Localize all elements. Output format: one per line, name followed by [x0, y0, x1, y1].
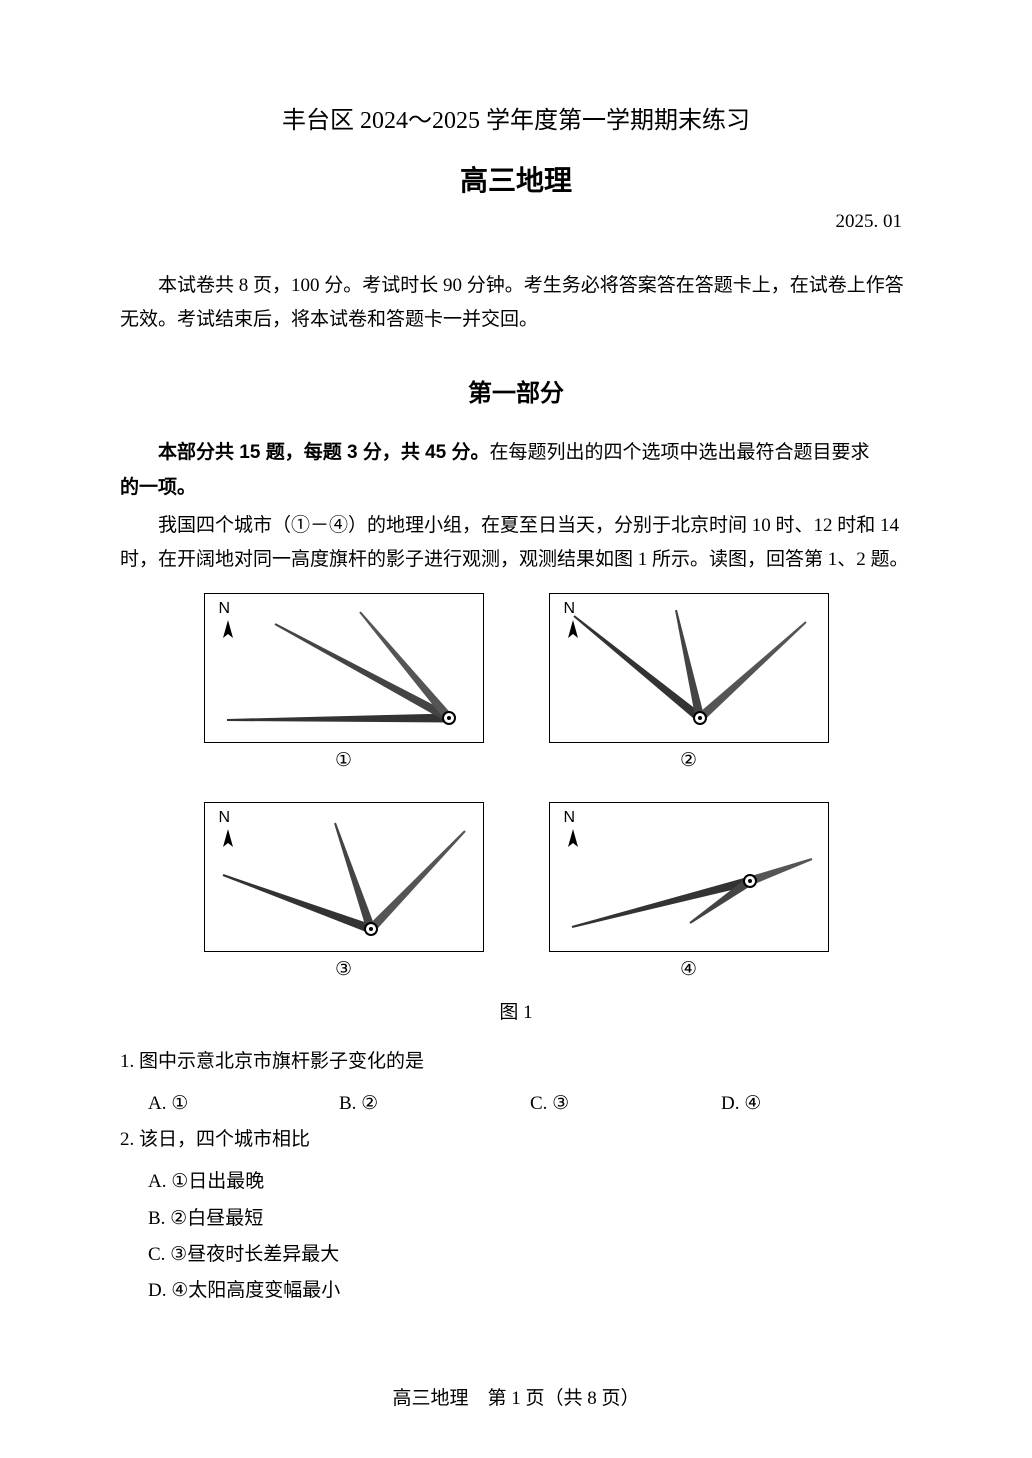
question: 2. 该日，四个城市相比 [120, 1122, 912, 1158]
section-header: 第一部分 [120, 373, 912, 408]
figure-caption: ④ [549, 958, 829, 981]
exam-intro: 本试卷共 8 页，100 分。考试时长 90 分钟。考生务必将答案答在答题卡上，… [120, 269, 912, 337]
figure-caption: ③ [204, 958, 484, 981]
exam-title: 丰台区 2024～2025 学年度第一学期期末练习 [120, 100, 912, 135]
options-row: A. ①B. ②C. ③D. ④ [120, 1086, 912, 1122]
option: D. ④ [721, 1086, 912, 1122]
question: 1. 图中示意北京市旗杆影子变化的是 [120, 1044, 912, 1080]
figure-grid: N①N②N③N④ [196, 593, 836, 981]
question-list: 1. 图中示意北京市旗杆影子变化的是 A. ①B. ②C. ③D. ④2. 该日，… [120, 1044, 912, 1309]
figure-item: N③ [204, 802, 484, 981]
section-intro-bold-b: 的一项。 [120, 477, 196, 498]
page-footer: 高三地理 第 1 页（共 8 页） [0, 1383, 1032, 1410]
option: C. ③ [530, 1086, 721, 1122]
option: A. ①日出最晚 [148, 1164, 912, 1200]
section-intro-text: 在每题列出的四个选项中选出最符合题目要求 [490, 442, 870, 463]
figure-item: N① [204, 593, 484, 772]
figure-main-caption: 图 1 [120, 997, 912, 1024]
figure-item: N④ [549, 802, 829, 981]
option: B. ② [339, 1086, 530, 1122]
section-intro-bold-a: 本部分共 15 题，每题 3 分，共 45 分。 [158, 442, 490, 463]
exam-subject: 高三地理 [120, 159, 912, 199]
option: A. ① [148, 1086, 339, 1122]
option: C. ③昼夜时长差异最大 [148, 1237, 912, 1273]
options-col: A. ①日出最晚B. ②白昼最短C. ③昼夜时长差异最大D. ④太阳高度变幅最小 [120, 1164, 912, 1308]
figure-box: N [204, 802, 484, 952]
option: B. ②白昼最短 [148, 1201, 912, 1237]
figure-box: N [549, 802, 829, 952]
figure-box: N [204, 593, 484, 743]
figure-caption: ② [549, 749, 829, 772]
option: D. ④太阳高度变幅最小 [148, 1273, 912, 1309]
figure-item: N② [549, 593, 829, 772]
figure-caption: ① [204, 749, 484, 772]
question-passage: 我国四个城市（①－④）的地理小组，在夏至日当天，分别于北京时间 10 时、12 … [120, 509, 912, 577]
section-intro: 本部分共 15 题，每题 3 分，共 45 分。在每题列出的四个选项中选出最符合… [120, 436, 912, 504]
figure-box: N [549, 593, 829, 743]
exam-date: 2025. 01 [120, 211, 912, 233]
